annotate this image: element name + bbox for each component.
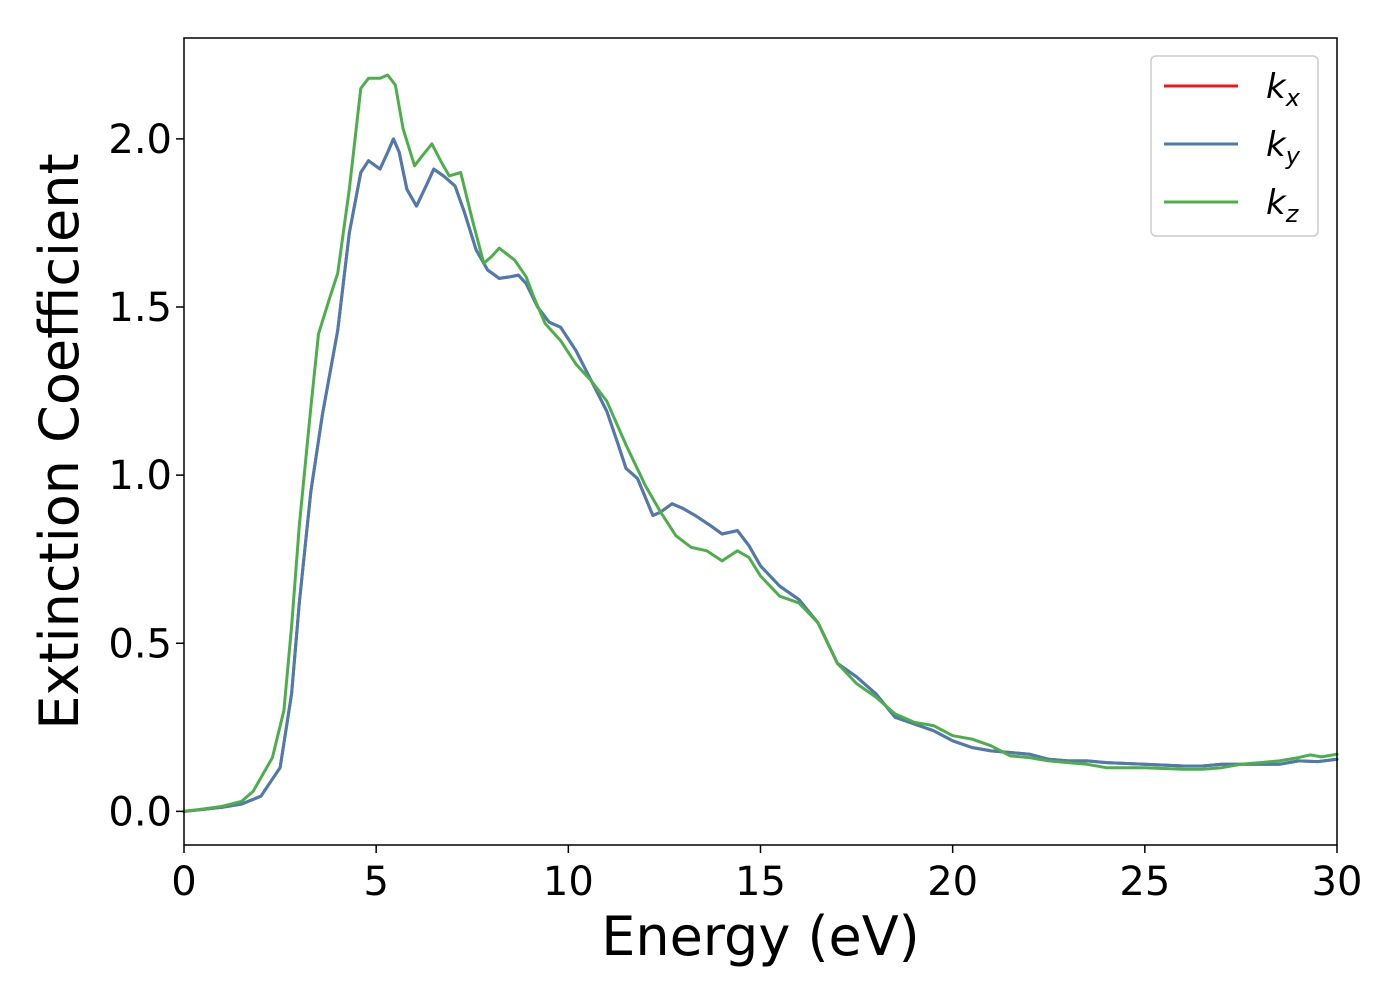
- x-tick-label: 10: [543, 859, 594, 905]
- legend-label-subscript: z: [1285, 200, 1300, 228]
- x-axis-ticks: 0 5 10 15 20 25 30: [171, 845, 1362, 905]
- x-tick-label: 15: [735, 859, 786, 905]
- x-tick-label: 20: [927, 859, 978, 905]
- x-tick-label: 25: [1119, 859, 1170, 905]
- y-axis-ticks: 0.0 0.5 1.0 1.5 2.0: [108, 117, 184, 835]
- legend-label-x: kx: [1266, 67, 1301, 112]
- x-tick-label: 0: [171, 859, 196, 905]
- y-tick-label: 1.0: [108, 453, 172, 499]
- y-tick-label: 1.5: [108, 285, 172, 331]
- legend-label-base: k: [1266, 125, 1287, 165]
- y-tick-label: 2.0: [108, 117, 172, 163]
- legend-label-y: ky: [1266, 125, 1301, 170]
- legend-label-subscript: x: [1285, 84, 1301, 112]
- x-axis-title: Energy (eV): [601, 905, 920, 968]
- y-tick-label: 0.0: [108, 789, 172, 835]
- legend-label-base: k: [1266, 183, 1287, 223]
- legend-label-z: kz: [1266, 183, 1300, 228]
- legend-label-subscript: y: [1285, 142, 1301, 170]
- legend-box: [1150, 55, 1319, 237]
- x-tick-label: 30: [1312, 859, 1363, 905]
- legend-label-base: k: [1266, 67, 1287, 107]
- x-tick-label: 5: [363, 859, 388, 905]
- series-line-z: [182, 73, 1339, 813]
- series-line-y: [182, 137, 1339, 813]
- plot-series: [182, 73, 1339, 813]
- y-axis-title: Extinction Coefficient: [28, 153, 91, 729]
- y-tick-label: 0.5: [108, 621, 172, 667]
